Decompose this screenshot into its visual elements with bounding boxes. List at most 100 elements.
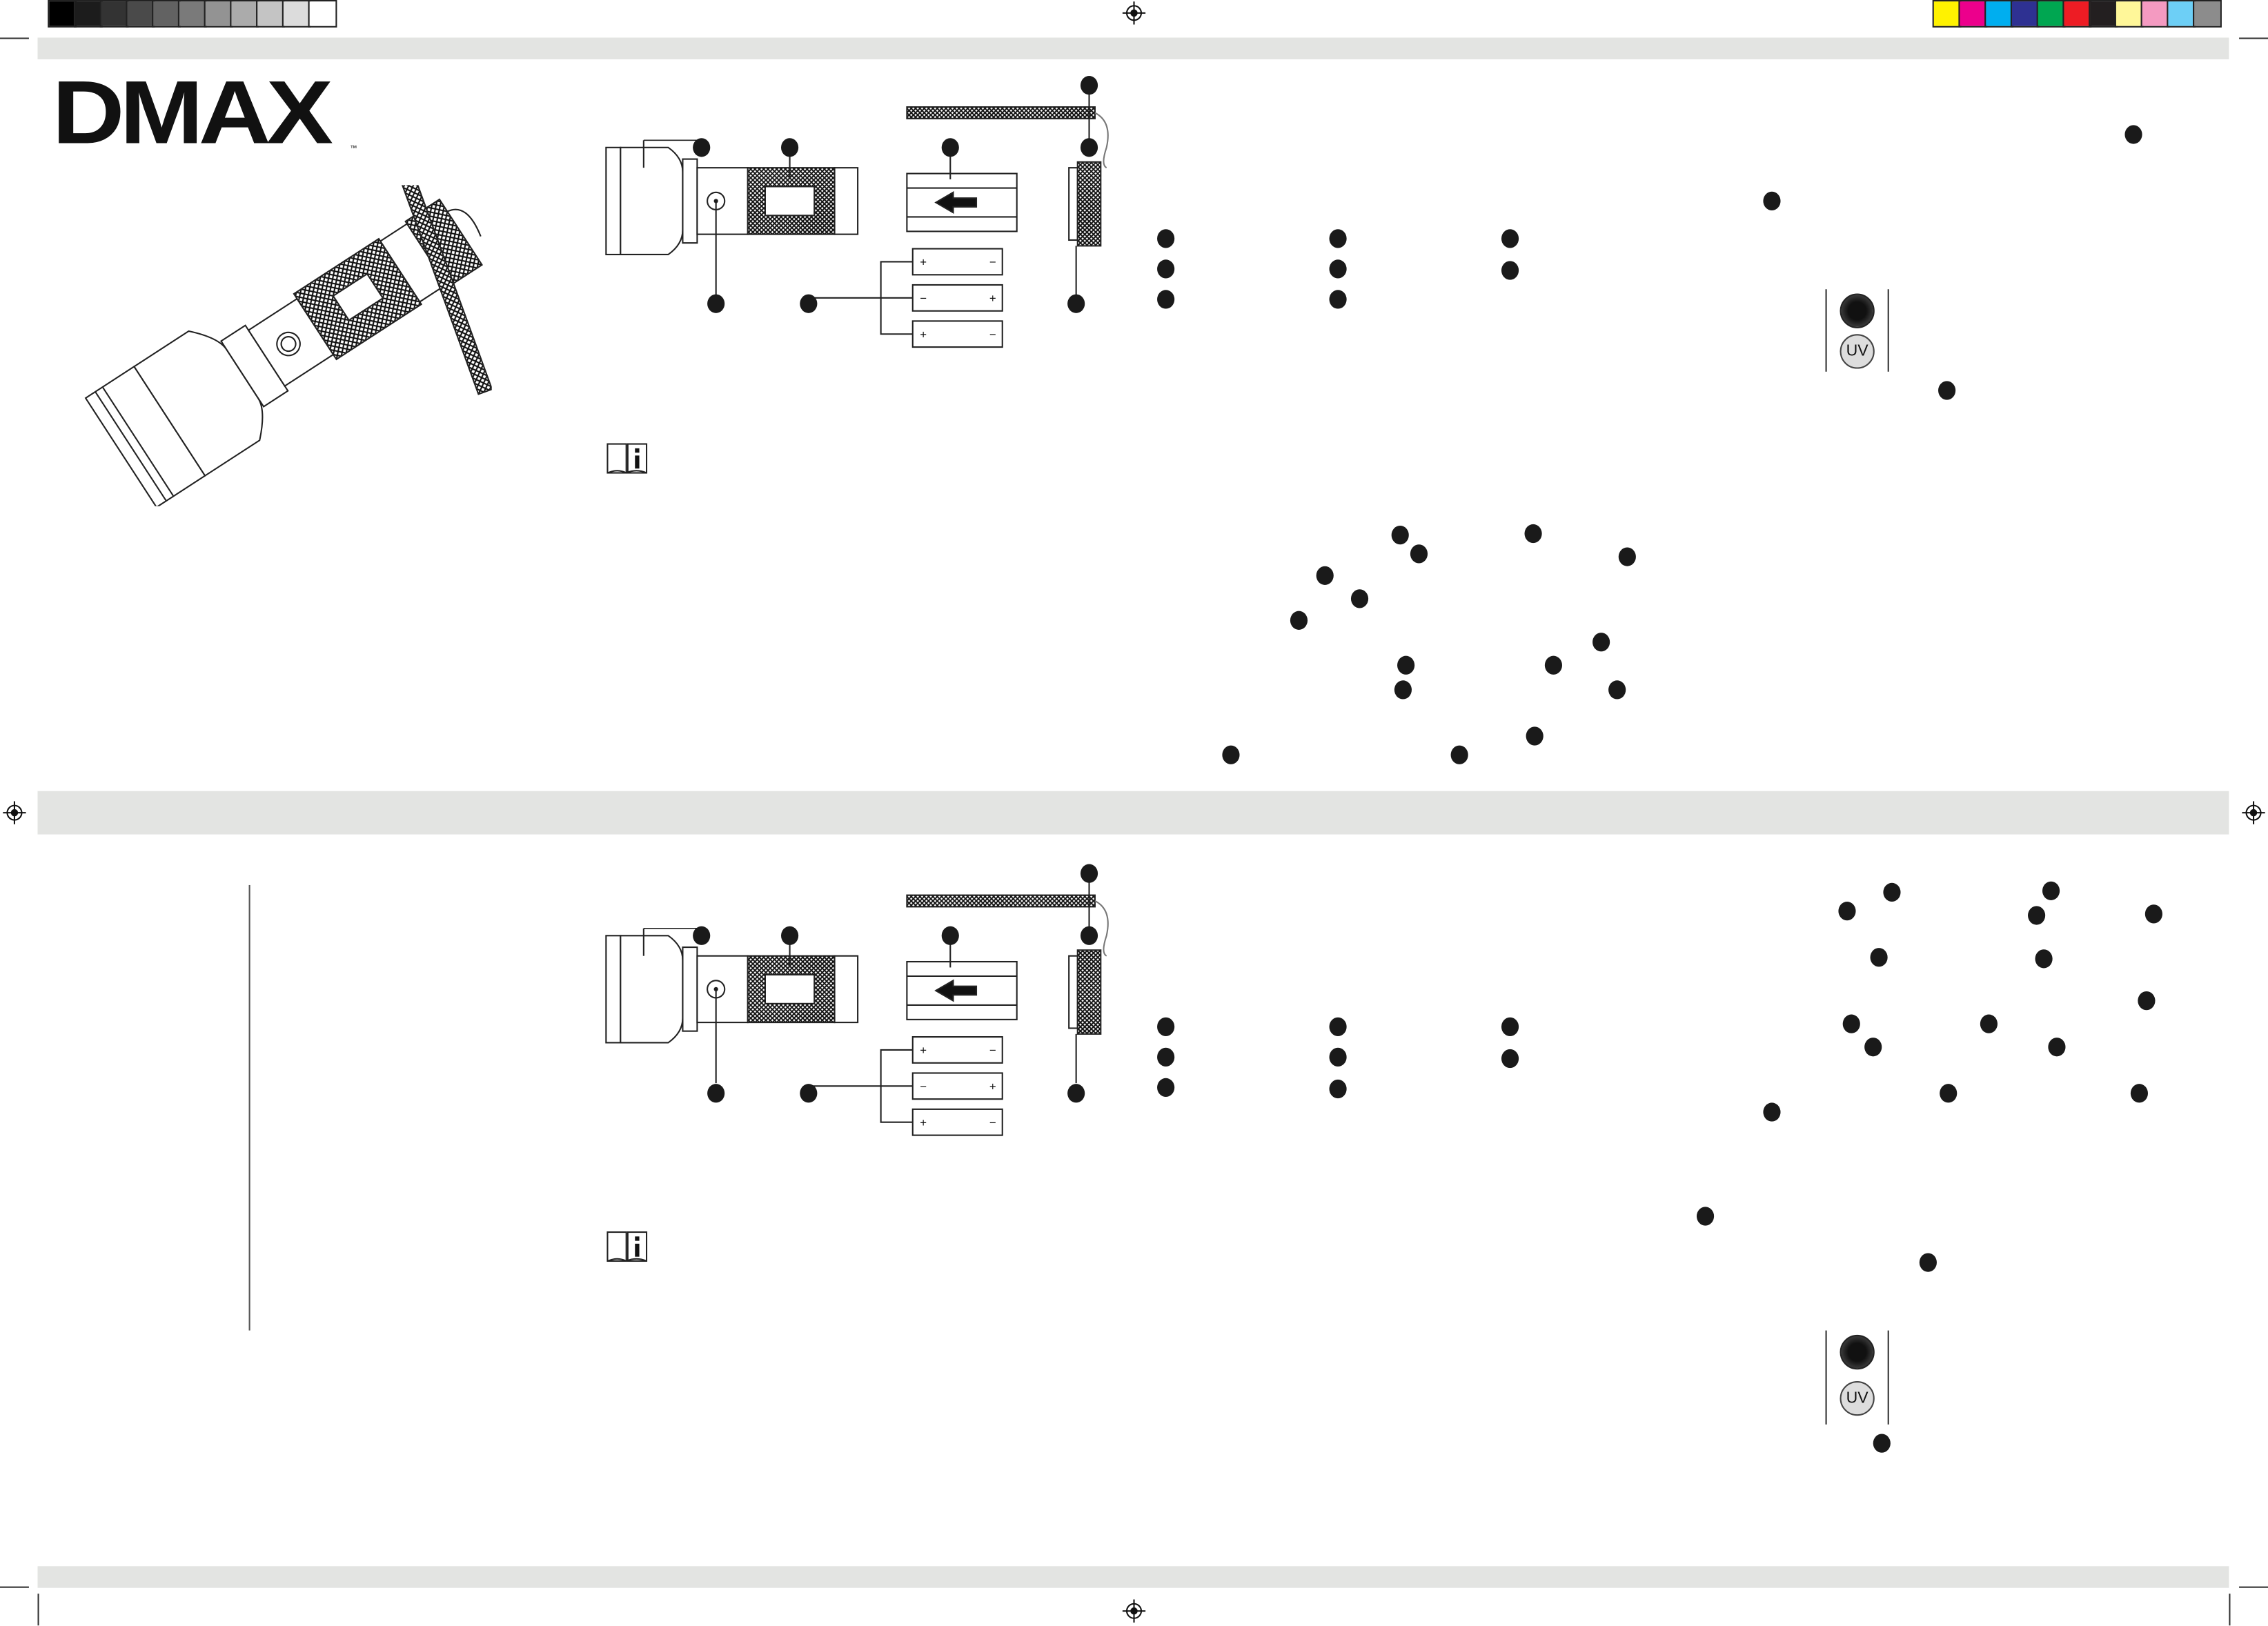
reference-marker bbox=[1157, 259, 1175, 279]
reference-marker bbox=[941, 138, 959, 157]
reference-marker bbox=[1391, 526, 1409, 545]
reference-marker bbox=[1763, 191, 1781, 211]
registration-mark-icon bbox=[2242, 801, 2265, 824]
trim-mark bbox=[2239, 1586, 2268, 1588]
reference-marker bbox=[1222, 745, 1240, 764]
color-swatch bbox=[99, 0, 129, 28]
reference-marker bbox=[1157, 1078, 1175, 1098]
reference-marker bbox=[1397, 655, 1415, 675]
trim-mark bbox=[0, 37, 29, 39]
color-swatch bbox=[256, 0, 285, 28]
info-book-icon bbox=[606, 441, 649, 475]
reference-marker bbox=[2130, 1084, 2149, 1103]
color-swatch bbox=[177, 0, 207, 28]
color-swatch bbox=[126, 0, 155, 28]
reference-marker bbox=[1696, 1207, 1715, 1226]
reference-marker bbox=[781, 926, 799, 945]
color-swatch bbox=[2010, 0, 2040, 28]
reference-marker bbox=[1329, 259, 1347, 279]
column-divider bbox=[248, 884, 250, 1331]
reference-marker bbox=[1870, 948, 1888, 967]
reference-marker bbox=[1329, 229, 1347, 248]
color-swatch bbox=[2089, 0, 2118, 28]
reference-marker bbox=[1157, 290, 1175, 309]
reference-marker bbox=[1290, 611, 1308, 630]
reference-marker bbox=[693, 138, 711, 157]
color-swatch bbox=[282, 0, 311, 28]
reference-marker bbox=[1501, 261, 1519, 280]
color-swatch bbox=[2062, 0, 2092, 28]
reference-marker bbox=[1329, 1047, 1347, 1067]
color-swatch bbox=[48, 0, 77, 28]
reference-marker bbox=[1501, 229, 1519, 248]
color-swatch bbox=[1932, 0, 1962, 28]
flashlight-illustration bbox=[84, 185, 492, 506]
color-swatch bbox=[2167, 0, 2196, 28]
reference-marker bbox=[707, 294, 725, 313]
reference-marker bbox=[1329, 290, 1347, 309]
reference-marker bbox=[1938, 381, 1956, 400]
reference-marker bbox=[2144, 904, 2162, 924]
color-swatch bbox=[2140, 0, 2170, 28]
trim-mark bbox=[2229, 1594, 2231, 1626]
dmax-logo: DMAX bbox=[52, 63, 333, 163]
reference-marker bbox=[1080, 926, 1098, 945]
uv-button-icon: UV bbox=[1840, 1380, 1875, 1416]
reference-marker bbox=[1450, 745, 1468, 764]
mode-panel: UV bbox=[1825, 1330, 1889, 1425]
reference-marker bbox=[1838, 902, 1856, 921]
reference-marker bbox=[1544, 655, 1563, 675]
reference-marker bbox=[1329, 1017, 1347, 1036]
color-swatch bbox=[230, 0, 259, 28]
reference-marker bbox=[1501, 1049, 1519, 1069]
reference-marker bbox=[707, 1084, 725, 1103]
color-swatch bbox=[204, 0, 233, 28]
reference-marker bbox=[1394, 680, 1412, 700]
reference-marker bbox=[1883, 882, 1901, 902]
exploded-view-diagram bbox=[603, 866, 1124, 1156]
reference-marker bbox=[1592, 633, 1610, 652]
color-swatch bbox=[308, 0, 337, 28]
color-swatch bbox=[2192, 0, 2222, 28]
info-book-icon bbox=[606, 1229, 649, 1264]
reference-marker bbox=[2048, 1038, 2066, 1057]
color-swatch bbox=[152, 0, 181, 28]
reference-marker bbox=[2138, 991, 2156, 1011]
reference-marker bbox=[941, 926, 959, 945]
color-swatch bbox=[1958, 0, 1988, 28]
top-band bbox=[37, 37, 2229, 59]
middle-band bbox=[37, 791, 2229, 835]
reference-marker bbox=[1410, 544, 1428, 564]
reference-marker bbox=[1608, 680, 1626, 700]
uv-button-icon: UV bbox=[1840, 334, 1875, 369]
reference-marker bbox=[1980, 1014, 1998, 1033]
reference-marker bbox=[1763, 1102, 1781, 1122]
reference-marker bbox=[1919, 1253, 1937, 1272]
trim-mark bbox=[2239, 37, 2268, 39]
reference-marker bbox=[1157, 229, 1175, 248]
reference-marker bbox=[1873, 1434, 1891, 1453]
mode-panel: UV bbox=[1825, 289, 1889, 372]
reference-marker bbox=[800, 1084, 818, 1103]
color-swatch bbox=[1984, 0, 2014, 28]
reference-marker bbox=[1864, 1038, 1882, 1057]
reference-marker bbox=[2028, 906, 2046, 925]
color-swatch bbox=[2036, 0, 2066, 28]
reference-marker bbox=[1524, 524, 1542, 544]
reference-marker bbox=[1329, 1079, 1347, 1099]
light-button-icon bbox=[1840, 1334, 1875, 1370]
reference-marker bbox=[1350, 589, 1369, 608]
reference-marker bbox=[2124, 125, 2142, 144]
reference-marker bbox=[1067, 1084, 1085, 1103]
reference-marker bbox=[2042, 881, 2060, 900]
reference-marker bbox=[800, 294, 818, 313]
reference-marker bbox=[1080, 138, 1098, 157]
reference-marker bbox=[1080, 864, 1098, 883]
trim-mark bbox=[0, 1586, 29, 1588]
exploded-view-diagram bbox=[603, 78, 1124, 367]
reference-marker bbox=[1080, 76, 1098, 95]
registration-mark-icon bbox=[3, 801, 26, 824]
bottom-band bbox=[37, 1566, 2229, 1588]
color-swatch bbox=[73, 0, 103, 28]
